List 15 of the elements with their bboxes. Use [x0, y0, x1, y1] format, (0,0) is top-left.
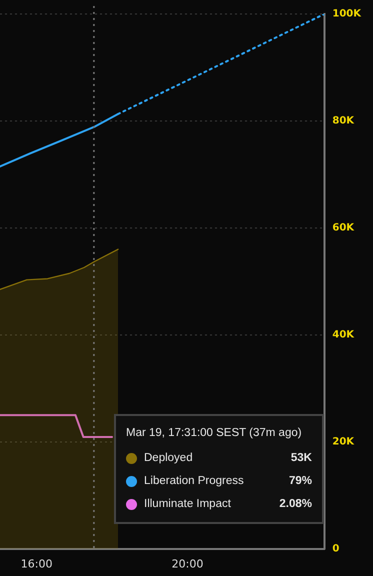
x-tick-label: 16:00: [20, 557, 52, 570]
legend-label: Liberation Progress: [144, 474, 245, 489]
annotation: 2.08%: [279, 497, 312, 512]
annotation: 79%: [288, 474, 312, 489]
y-tick-label: 40K: [332, 329, 356, 340]
y-tick-label: 0: [332, 543, 340, 554]
legend-label: Illuminate Impact: [144, 497, 232, 512]
y-tick-label: 20K: [332, 436, 356, 448]
annotation: Mar 19, 17:31:00 SEST (37m ago): [126, 426, 303, 441]
x-tick-label: 20:00: [172, 557, 204, 570]
annotation: 53K: [290, 451, 312, 466]
y-tick-label: 60K: [332, 222, 356, 234]
y-tick-label: 80K: [332, 116, 356, 127]
legend-label: Deployed: [144, 451, 194, 466]
y-tick-label: 100K: [332, 8, 362, 20]
